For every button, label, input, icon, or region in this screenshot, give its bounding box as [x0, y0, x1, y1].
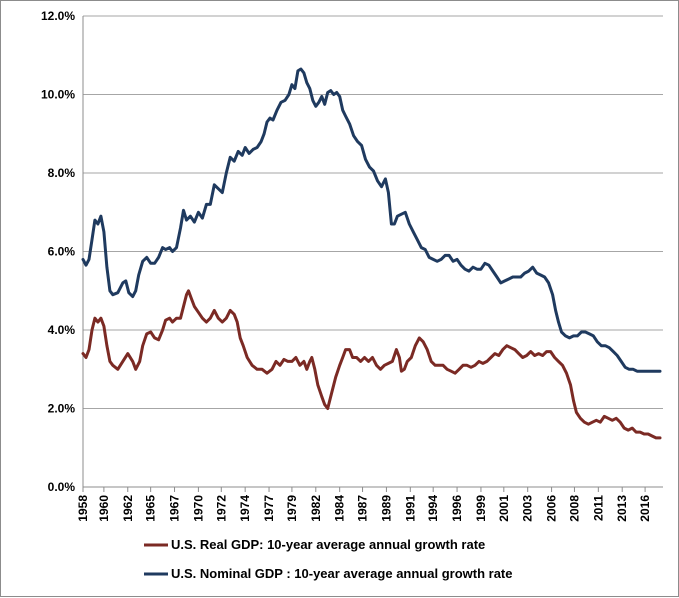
x-tick-label: 1962	[121, 495, 135, 522]
y-tick-label: 0.0%	[48, 480, 76, 494]
x-tick-label: 1958	[76, 495, 90, 522]
x-tick-label: 2003	[521, 495, 535, 522]
x-tick-label: 1987	[356, 495, 370, 522]
x-tick-label: 1967	[168, 495, 182, 522]
x-tick-label: 1991	[403, 495, 417, 522]
y-tick-label: 12.0%	[41, 9, 75, 23]
x-tick-label: 1999	[474, 495, 488, 522]
legend-label: U.S. Nominal GDP : 10-year average annua…	[171, 566, 512, 581]
x-tick-label: 2006	[545, 495, 559, 522]
x-tick-label: 1972	[214, 495, 228, 522]
y-tick-label: 4.0%	[48, 323, 76, 337]
x-tick-label: 1994	[426, 495, 440, 522]
y-axis-tick-labels: 0.0% 2.0% 4.0% 6.0% 8.0% 10.0% 12.0%	[41, 9, 75, 494]
x-tick-label: 1970	[191, 495, 205, 522]
x-tick-label: 2016	[638, 495, 652, 522]
x-tick-label: 1984	[333, 495, 347, 522]
series-line-real-gdp	[81, 289, 662, 440]
x-tick-label: 1979	[285, 495, 299, 522]
x-axis-tick-labels: 1958 1960 1962 1965 1967 1970 1972 1974 1977 1979…	[76, 487, 652, 522]
y-tick-label: 6.0%	[48, 245, 76, 259]
y-tick-label: 10.0%	[41, 88, 75, 102]
y-tick-label: 2.0%	[48, 402, 76, 416]
x-tick-label: 1974	[238, 495, 252, 522]
x-tick-label: 2008	[567, 495, 581, 522]
x-tick-label: 2011	[591, 495, 605, 521]
legend-label: U.S. Real GDP: 10-year average annual gr…	[171, 537, 485, 552]
x-tick-label: 1965	[144, 495, 158, 522]
x-tick-label: 1982	[309, 495, 323, 522]
x-tick-label: 1996	[450, 495, 464, 522]
x-tick-label: 2013	[615, 495, 629, 522]
series-lines	[81, 67, 662, 440]
x-tick-label: 1977	[262, 495, 276, 522]
x-tick-label: 1960	[97, 495, 111, 522]
x-tick-label: 2001	[497, 495, 511, 522]
x-tick-label: 1989	[379, 495, 393, 522]
y-tick-label: 8.0%	[48, 166, 76, 180]
axes	[82, 16, 663, 488]
legend: U.S. Real GDP: 10-year average annual gr…	[144, 537, 512, 581]
gridlines	[83, 15, 663, 409]
series-line-nominal-gdp	[81, 67, 662, 373]
